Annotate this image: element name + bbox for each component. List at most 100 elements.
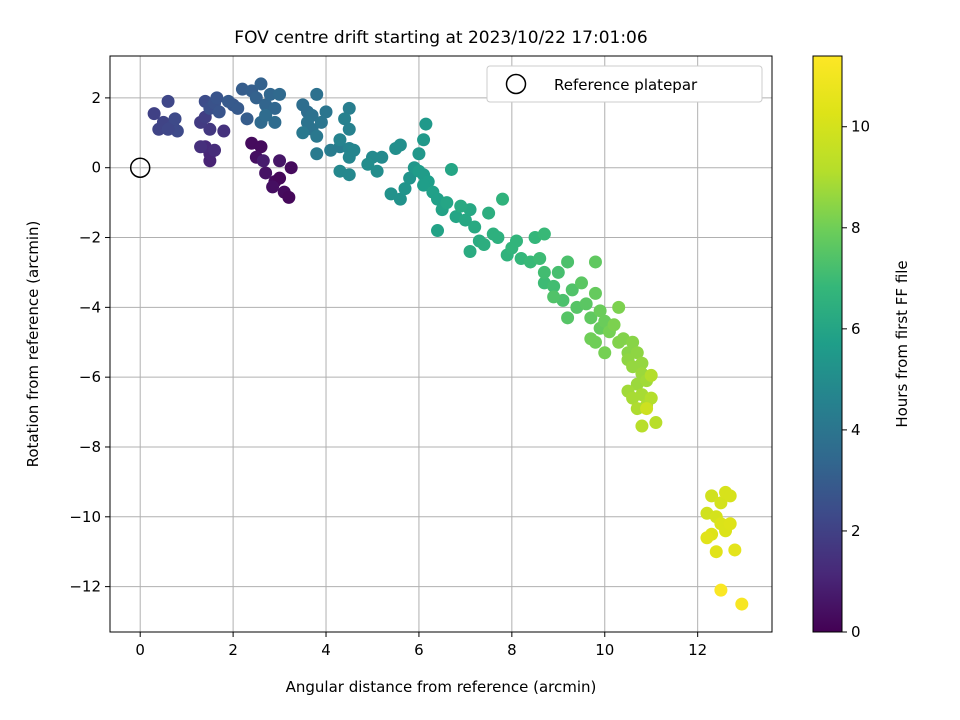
scatter-point [419, 117, 433, 131]
scatter-point [194, 140, 208, 154]
scatter-point [482, 206, 496, 220]
scatter-point [256, 154, 270, 168]
scatter-point [266, 180, 280, 194]
scatter-point [398, 182, 412, 196]
reference-marker [129, 157, 151, 178]
x-tick-label: 12 [688, 641, 707, 659]
colorbar-tick-label: 10 [851, 118, 870, 136]
y-tick-label: −6 [79, 368, 101, 386]
colorbar-tick-label: 0 [851, 623, 861, 641]
scatter-point [231, 101, 245, 115]
colorbar-tick-label: 4 [851, 421, 861, 439]
scatter-point [284, 161, 298, 175]
plot-frame [109, 55, 773, 633]
scatter-point [361, 157, 375, 171]
scatter-point [612, 300, 626, 314]
scatter-point [393, 192, 407, 206]
legend-label: Reference platepar [554, 76, 698, 94]
scatter-point [254, 140, 268, 154]
scatter-point [561, 255, 575, 269]
scatter-point [217, 124, 231, 138]
y-tick-label: −10 [69, 508, 101, 526]
colorbar-tick-label: 2 [851, 522, 861, 540]
legend: Reference platepar [486, 65, 763, 103]
scatter-point [268, 115, 282, 129]
scatter-point [249, 91, 263, 105]
colorbar-gradient [812, 55, 843, 633]
scatter-point [496, 192, 510, 206]
scatter-point [626, 360, 640, 374]
scatter-point [208, 143, 222, 157]
scatter-point [588, 255, 602, 269]
scatter-point [375, 150, 389, 164]
colorbar-tick-label: 8 [851, 219, 861, 237]
x-tick-label: 0 [135, 641, 145, 659]
scatter-point [588, 286, 602, 300]
y-tick-label: −2 [79, 229, 101, 247]
scatter-point [714, 496, 728, 510]
scatter-point [259, 108, 273, 122]
scatter-point [644, 368, 658, 382]
scatter-point [579, 297, 593, 311]
y-axis-label: Rotation from reference (arcmin) [24, 221, 42, 468]
scatter-point [319, 105, 333, 119]
scatter-point [533, 251, 547, 265]
scatter-point [300, 115, 314, 129]
scatter-point [210, 91, 224, 105]
scatter-point [403, 171, 417, 185]
scatter-point [254, 77, 268, 91]
scatter-point [509, 234, 523, 248]
scatter-point [551, 265, 565, 279]
scatter-point [700, 531, 714, 545]
scatter-point [547, 279, 561, 293]
scatter-point [282, 190, 296, 204]
scatter-point [296, 126, 310, 140]
scatter-point [561, 311, 575, 325]
scatter-point [635, 419, 649, 433]
scatter-point [259, 166, 273, 180]
legend-box [486, 65, 763, 103]
scatter-point [537, 265, 551, 279]
y-tick-label: 0 [91, 159, 101, 177]
y-tick-label: 2 [91, 89, 101, 107]
scatter-point [412, 147, 426, 161]
scatter-point [463, 244, 477, 258]
grid [110, 56, 772, 632]
colorbar: 0 2 4 6 8 10 Hours from first FF file [812, 55, 911, 641]
scatter-point [268, 101, 282, 115]
scatter-point [630, 346, 644, 360]
scatter-point [468, 220, 482, 234]
scatter-point [393, 138, 407, 152]
scatter-point [588, 335, 602, 349]
scatter-point [417, 133, 431, 147]
scatter-point [342, 101, 356, 115]
x-tick-label: 2 [228, 641, 238, 659]
scatter-point [273, 87, 287, 101]
plot-area: 0 2 4 6 8 10 12 2 0 −2 −4 −6 −8 −10 −12 [69, 55, 773, 659]
scatter-point [342, 168, 356, 182]
scatter-point [338, 112, 352, 126]
scatter-point [273, 171, 287, 185]
scatter-point [705, 489, 719, 503]
scatter-point [649, 416, 663, 430]
scatter-point [273, 154, 287, 168]
scatter-point [221, 94, 235, 108]
scatter-point [203, 122, 217, 136]
scatter-point [454, 199, 468, 213]
scatter-point [240, 112, 254, 126]
scatter-point [598, 346, 612, 360]
scatter-point [440, 196, 454, 210]
scatter-point [728, 543, 742, 557]
scatter-point [735, 597, 749, 611]
scatter-point [714, 583, 728, 597]
y-tick-label: −4 [79, 298, 101, 316]
y-tick-label: −8 [79, 438, 101, 456]
scatter-point [644, 391, 658, 405]
scatter-point [607, 318, 621, 332]
scatter-point [168, 112, 182, 126]
scatter-point [640, 402, 654, 416]
scatter-point [314, 115, 328, 129]
scatter-point [431, 224, 445, 238]
x-tick-label: 6 [414, 641, 424, 659]
scatter-point [593, 304, 607, 318]
